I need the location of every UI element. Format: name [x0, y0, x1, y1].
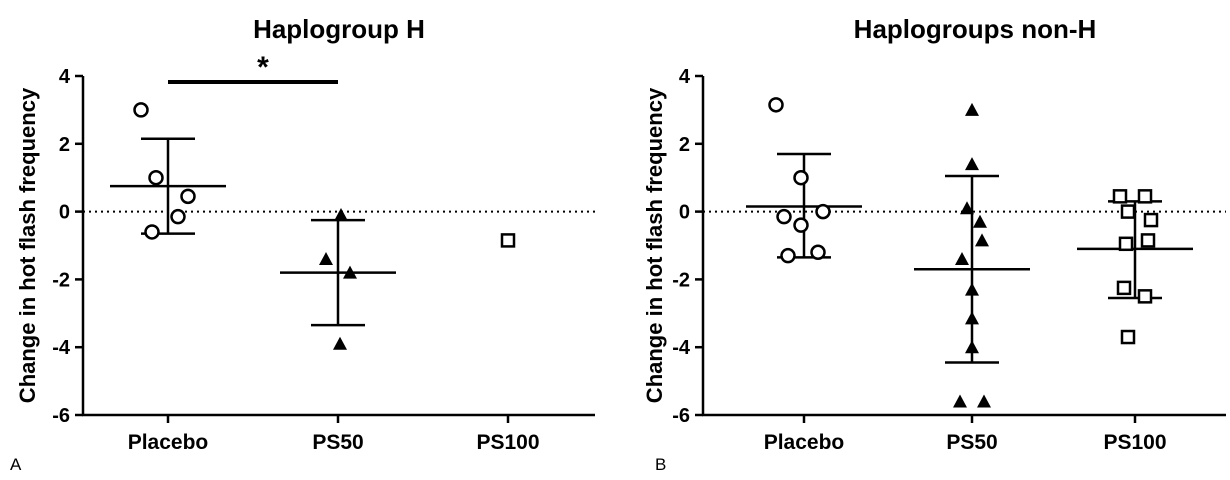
y-axis-label: Change in hot flash frequency [15, 87, 40, 403]
data-point-triangle [955, 252, 969, 266]
y-tick-label: -4 [672, 337, 691, 359]
x-tick-label: PS100 [476, 431, 539, 454]
data-point-circle [148, 169, 164, 186]
data-point-square [1140, 233, 1156, 248]
data-point-square [1143, 212, 1159, 228]
panel-a: Haplogroup H Change in hot flash frequenc… [10, 14, 595, 474]
y-tick-label: -2 [672, 269, 690, 291]
panel-letter: B [655, 455, 666, 474]
data-point-square [1120, 204, 1136, 219]
y-tick-label: -4 [52, 337, 71, 359]
data-point-circle [133, 102, 149, 118]
data-point-circle [144, 224, 160, 240]
data-point-triangle [960, 201, 974, 215]
y-tick-label: 2 [59, 134, 70, 156]
data-point-circle [810, 244, 826, 261]
data-point-square [500, 233, 516, 248]
x-tick-label: Placebo [764, 431, 845, 454]
data-point-triangle [975, 233, 989, 247]
chart-title: Haplogroup H [253, 14, 425, 44]
y-tick-label: 0 [59, 202, 70, 224]
data-point-triangle [965, 340, 979, 354]
panel-b: Haplogroups non-H Change in hot flash fre… [642, 14, 1226, 474]
y-tick-label: -6 [52, 405, 70, 427]
data-point-triangle [965, 157, 979, 171]
y-tick-label: 2 [679, 134, 690, 156]
data-point-circle [793, 217, 809, 233]
data-point-triangle [965, 282, 979, 296]
y-tick-label: 0 [679, 202, 690, 224]
data-point-triangle [333, 336, 347, 350]
x-tick-label: Placebo [128, 431, 209, 454]
panel-letter: A [10, 455, 22, 474]
data-point-circle [793, 169, 809, 186]
data-point-circle [170, 208, 186, 225]
data-point-circle [180, 188, 196, 205]
data-point-triangle [965, 102, 979, 116]
data-point-square [1112, 189, 1128, 204]
data-point-circle [776, 208, 792, 225]
data-point-circle [780, 247, 796, 264]
data-point-triangle [953, 394, 967, 408]
data-point-triangle [334, 207, 348, 221]
data-point-circle [768, 97, 784, 113]
data-point-triangle [319, 252, 333, 266]
x-tick-label: PS100 [1103, 431, 1166, 454]
data-point-triangle [973, 214, 987, 228]
data-point-square [1137, 289, 1153, 304]
data-point-square [1116, 280, 1132, 296]
chart-title: Haplogroups non-H [854, 14, 1097, 44]
y-tick-label: 4 [59, 66, 71, 88]
y-tick-label: -2 [52, 269, 70, 291]
y-tick-label: 4 [679, 66, 691, 88]
data-point-triangle [965, 311, 979, 325]
data-point-triangle [343, 265, 357, 279]
x-tick-label: PS50 [946, 431, 997, 454]
data-point-square [1118, 236, 1134, 252]
data-point-square [1120, 329, 1136, 345]
data-point-circle [815, 203, 831, 220]
data-point-square [1137, 189, 1153, 204]
y-tick-label: -6 [672, 405, 690, 427]
y-axis-label: Change in hot flash frequency [642, 87, 667, 403]
x-tick-label: PS50 [312, 431, 363, 454]
data-point-triangle [977, 394, 991, 408]
significance-marker: * [257, 51, 269, 84]
